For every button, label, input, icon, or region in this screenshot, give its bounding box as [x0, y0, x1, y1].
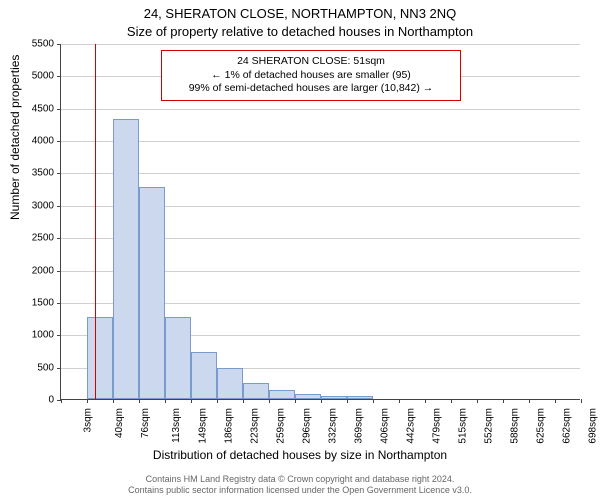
y-tick-mark	[57, 303, 61, 304]
x-tick-label: 662sqm	[562, 408, 573, 444]
x-tick-label: 698sqm	[588, 408, 599, 444]
x-tick-mark	[295, 399, 296, 403]
y-tick-label: 4000	[14, 136, 54, 147]
annotation-line: 24 SHERATON CLOSE: 51sqm	[170, 55, 452, 69]
y-tick-mark	[57, 238, 61, 239]
x-tick-label: 406sqm	[380, 408, 391, 444]
x-tick-mark	[165, 399, 166, 403]
x-tick-mark	[503, 399, 504, 403]
footer-attribution: Contains HM Land Registry data © Crown c…	[0, 474, 600, 497]
x-tick-label: 296sqm	[302, 408, 313, 444]
y-tick-label: 5500	[14, 39, 54, 50]
x-tick-label: 369sqm	[354, 408, 365, 444]
x-tick-label: 332sqm	[328, 408, 339, 444]
y-tick-label: 1500	[14, 297, 54, 308]
x-tick-label: 149sqm	[198, 408, 209, 444]
x-tick-mark	[529, 399, 530, 403]
reference-line	[95, 44, 96, 399]
x-tick-mark	[113, 399, 114, 403]
y-gridline	[61, 44, 580, 45]
y-tick-label: 4500	[14, 103, 54, 114]
y-tick-mark	[57, 206, 61, 207]
x-tick-mark	[451, 399, 452, 403]
chart-title-main: 24, SHERATON CLOSE, NORTHAMPTON, NN3 2NQ	[0, 6, 600, 21]
y-tick-mark	[57, 109, 61, 110]
chart-container: 24, SHERATON CLOSE, NORTHAMPTON, NN3 2NQ…	[0, 0, 600, 500]
histogram-bar	[113, 119, 139, 399]
y-tick-label: 3500	[14, 168, 54, 179]
y-tick-label: 500	[14, 362, 54, 373]
annotation-box: 24 SHERATON CLOSE: 51sqm← 1% of detached…	[161, 50, 461, 101]
x-tick-mark	[581, 399, 582, 403]
histogram-bar	[87, 317, 113, 399]
x-tick-label: 40sqm	[114, 408, 125, 438]
histogram-bar	[139, 187, 165, 399]
histogram-bar	[217, 368, 243, 399]
y-tick-mark	[57, 335, 61, 336]
x-tick-mark	[217, 399, 218, 403]
x-tick-mark	[87, 399, 88, 403]
x-tick-label: 113sqm	[171, 408, 182, 443]
histogram-bar	[191, 352, 217, 399]
footer-line1: Contains HM Land Registry data © Crown c…	[146, 474, 455, 484]
histogram-bar	[269, 390, 295, 399]
x-axis-label: Distribution of detached houses by size …	[0, 448, 600, 462]
x-tick-mark	[347, 399, 348, 403]
y-tick-mark	[57, 173, 61, 174]
x-tick-mark	[139, 399, 140, 403]
histogram-bar	[165, 317, 191, 399]
x-tick-mark	[373, 399, 374, 403]
x-tick-mark	[399, 399, 400, 403]
plot-area: 24 SHERATON CLOSE: 51sqm← 1% of detached…	[60, 44, 580, 400]
x-tick-mark	[61, 399, 62, 403]
histogram-bar	[321, 396, 347, 399]
y-tick-label: 1000	[14, 330, 54, 341]
histogram-bar	[347, 396, 373, 399]
x-tick-label: 259sqm	[276, 408, 287, 444]
x-tick-label: 515sqm	[458, 408, 469, 444]
x-tick-label: 442sqm	[406, 408, 417, 444]
x-tick-label: 186sqm	[224, 408, 235, 444]
x-tick-label: 625sqm	[536, 408, 547, 444]
annotation-line: 99% of semi-detached houses are larger (…	[170, 82, 452, 96]
annotation-line: ← 1% of detached houses are smaller (95)	[170, 69, 452, 83]
histogram-bar	[243, 383, 269, 399]
x-tick-mark	[269, 399, 270, 403]
y-tick-mark	[57, 368, 61, 369]
y-tick-label: 2000	[14, 265, 54, 276]
x-tick-mark	[477, 399, 478, 403]
x-tick-mark	[191, 399, 192, 403]
chart-title-sub: Size of property relative to detached ho…	[0, 24, 600, 39]
x-tick-label: 479sqm	[432, 408, 443, 444]
x-tick-mark	[321, 399, 322, 403]
x-tick-label: 3sqm	[82, 408, 93, 432]
x-tick-mark	[555, 399, 556, 403]
x-tick-label: 76sqm	[140, 408, 151, 438]
x-tick-label: 223sqm	[250, 408, 261, 444]
y-tick-label: 2500	[14, 233, 54, 244]
y-tick-label: 5000	[14, 71, 54, 82]
y-tick-mark	[57, 44, 61, 45]
x-tick-mark	[243, 399, 244, 403]
y-tick-label: 0	[14, 395, 54, 406]
y-tick-mark	[57, 76, 61, 77]
y-tick-mark	[57, 271, 61, 272]
y-gridline	[61, 109, 580, 110]
x-tick-label: 552sqm	[484, 408, 495, 444]
y-tick-mark	[57, 141, 61, 142]
histogram-bar	[295, 394, 321, 399]
footer-line2: Contains public sector information licen…	[128, 485, 472, 495]
x-tick-mark	[425, 399, 426, 403]
y-tick-label: 3000	[14, 200, 54, 211]
x-tick-label: 588sqm	[510, 408, 521, 444]
